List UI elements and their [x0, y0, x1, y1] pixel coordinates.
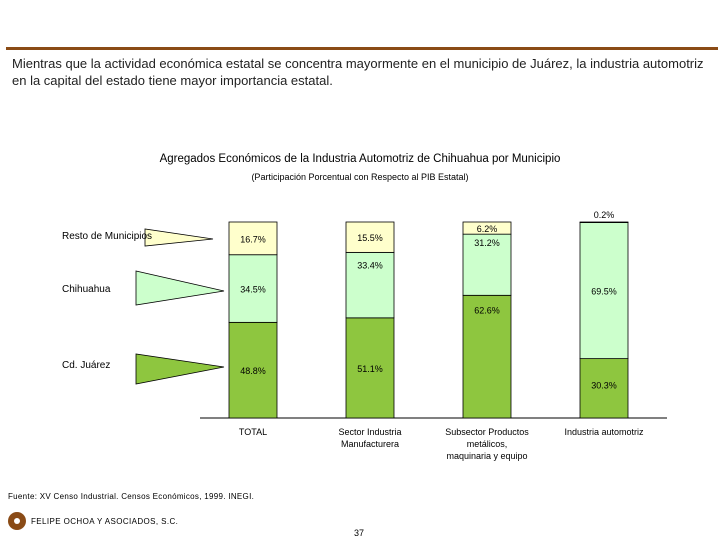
source-note: Fuente: XV Censo Industrial. Censos Econ… [8, 492, 255, 501]
legend-swatch [135, 353, 225, 385]
firm-name: FELIPE OCHOA Y ASOCIADOS, S.C. [31, 517, 179, 526]
bar-segment [345, 221, 395, 253]
bar-segment [345, 251, 395, 319]
data-label: 48.8% [240, 366, 266, 376]
legend-label-juarez: Cd. Juárez [62, 360, 111, 371]
bar-segment [579, 221, 629, 224]
data-label: 16.7% [240, 234, 266, 244]
page-number: 37 [354, 528, 365, 538]
data-label: 33.4% [357, 260, 383, 270]
bar-segment [462, 294, 512, 419]
bar-segment [579, 221, 629, 360]
bar-segment [228, 221, 278, 256]
data-label: 69.5% [591, 287, 617, 297]
legend-label-chihuahua: Chihuahua [62, 284, 111, 295]
data-label: 6.2% [477, 224, 498, 234]
category-label: Subsector Productos [445, 427, 529, 437]
data-label: 34.5% [240, 285, 266, 295]
bar-segment [345, 317, 395, 419]
data-label: 31.2% [474, 238, 500, 248]
bar-segment [579, 358, 629, 419]
data-label: 0.2% [594, 210, 615, 220]
category-label: metálicos, [467, 439, 508, 449]
data-label: 62.6% [474, 305, 500, 315]
bar-segment [228, 254, 278, 323]
data-label: 30.3% [591, 380, 617, 390]
chart-subtitle: (Participación Porcentual con Respecto a… [251, 172, 469, 182]
legend-swatch [144, 228, 214, 247]
data-label: 15.5% [357, 233, 383, 243]
top-rule [6, 47, 718, 50]
legend-label-resto: Resto de Municipios [62, 231, 153, 242]
firm-logo [8, 512, 26, 530]
category-label: Sector Industria [338, 427, 401, 437]
data-label: 51.1% [357, 364, 383, 374]
category-label: Industria automotriz [564, 427, 644, 437]
legend-swatch [135, 270, 225, 306]
category-label: TOTAL [239, 427, 267, 437]
category-label: maquinaria y equipo [446, 451, 527, 461]
chart-title: Agregados Económicos de la Industria Aut… [159, 153, 561, 165]
category-label: Manufacturera [341, 439, 399, 449]
bar-segment [462, 233, 512, 296]
intro-text: Mientras que la actividad económica esta… [12, 56, 704, 88]
bar-segment [462, 221, 512, 235]
